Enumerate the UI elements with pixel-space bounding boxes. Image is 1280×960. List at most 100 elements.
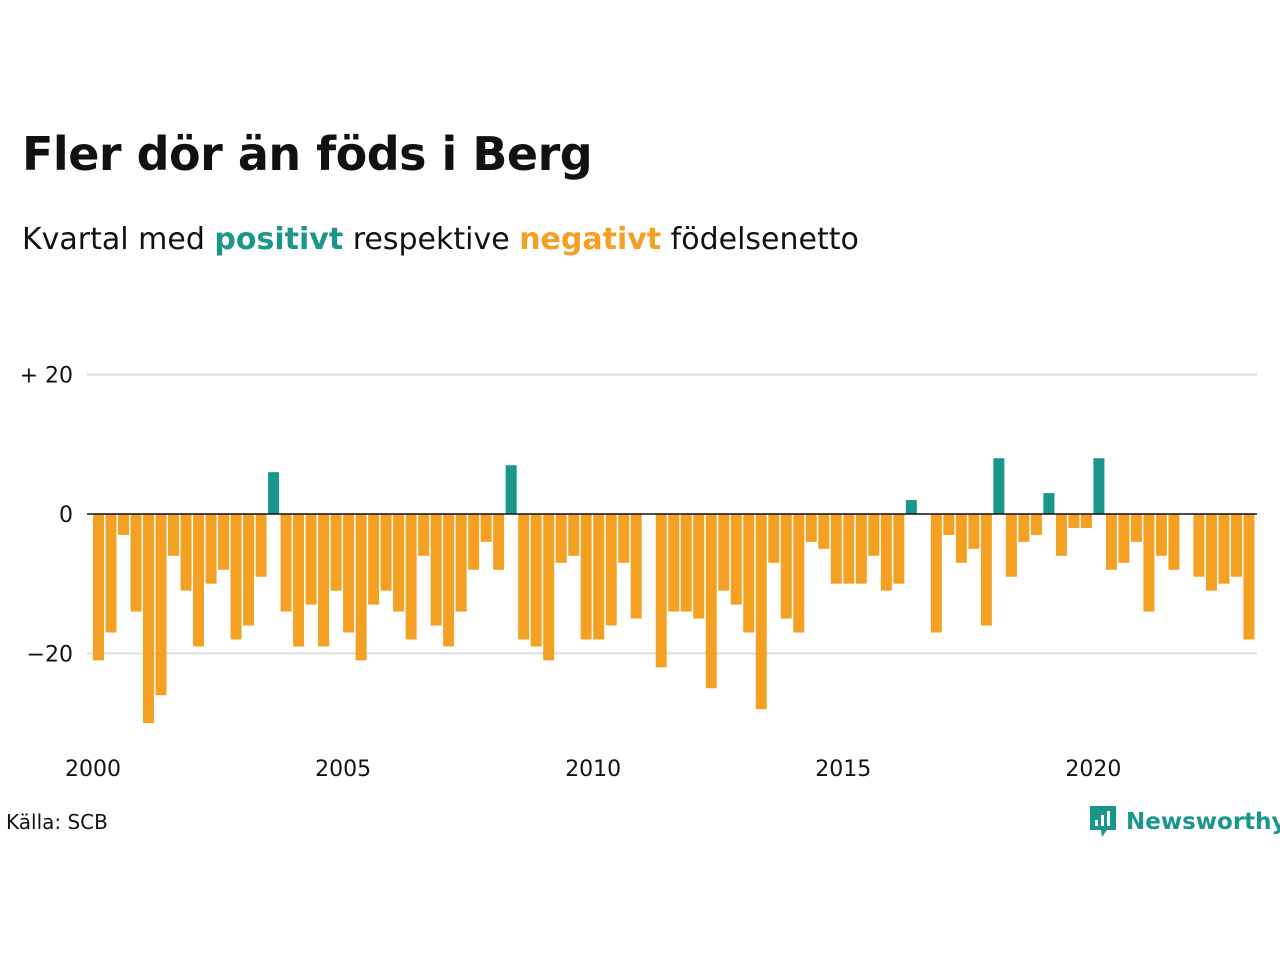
bar-negative: [968, 514, 980, 549]
bar-negative: [855, 514, 867, 584]
bar-negative: [293, 514, 305, 647]
bars: [93, 458, 1255, 724]
source-note: Källa: SCB: [6, 810, 108, 834]
chart-title: Fler dör än föds i Berg: [22, 127, 593, 181]
bar-negative: [118, 514, 130, 535]
y-tick-label: −20: [27, 642, 73, 667]
bar-negative: [1030, 514, 1042, 535]
bar-negative: [93, 514, 104, 661]
bar-negative: [943, 514, 955, 535]
subtitle-text-before: Kvartal med: [22, 222, 215, 257]
bar-negative: [780, 514, 792, 619]
bar-negative: [1205, 514, 1217, 591]
bar-negative: [305, 514, 317, 605]
x-tick-label: 2005: [315, 757, 371, 782]
bar-positive: [268, 472, 280, 514]
bar-negative: [568, 514, 580, 556]
bar-negative: [630, 514, 642, 619]
bar-negative: [130, 514, 142, 612]
subtitle-text-middle: respektive: [343, 222, 520, 257]
bar-negative: [593, 514, 605, 640]
bar-negative: [755, 514, 767, 710]
bar-negative: [218, 514, 230, 570]
bar-negative: [718, 514, 730, 591]
bar-negative: [405, 514, 417, 640]
bar-negative: [330, 514, 342, 591]
bar-negative: [868, 514, 880, 556]
bar-negative: [980, 514, 992, 626]
bar-negative: [1118, 514, 1130, 563]
brand-logo: Newsworthy: [1088, 803, 1280, 841]
x-tick-label: 2010: [565, 757, 621, 782]
bar-negative: [805, 514, 817, 542]
bar-negative: [143, 514, 155, 724]
bar-negative: [843, 514, 855, 584]
bar-negative: [318, 514, 330, 647]
bar-negative: [580, 514, 592, 640]
bar-negative: [668, 514, 680, 612]
bar-negative: [493, 514, 505, 570]
bar-negative: [355, 514, 367, 661]
bar-negative: [168, 514, 180, 556]
bar-negative: [1130, 514, 1142, 542]
bar-negative: [830, 514, 842, 584]
bar-negative: [530, 514, 542, 647]
bar-negative: [743, 514, 755, 633]
bar-negative: [543, 514, 555, 661]
bar-negative: [243, 514, 255, 626]
y-tick-label: 0: [59, 503, 73, 528]
bar-negative: [1018, 514, 1030, 542]
gridlines: [87, 373, 1257, 655]
newsworthy-logo-icon: [1090, 806, 1116, 837]
axes: + 20 0 −20 2000 2005 2010 2015 2020: [20, 364, 1257, 782]
bar-negative: [655, 514, 667, 668]
bar-negative: [1155, 514, 1167, 556]
bar-negative: [705, 514, 717, 689]
bar-negative: [768, 514, 780, 563]
bar-negative: [280, 514, 292, 612]
bar-negative: [793, 514, 805, 633]
bar-negative: [343, 514, 355, 633]
subtitle-negative-keyword: negativt: [519, 222, 662, 257]
x-tick-label: 2020: [1065, 757, 1121, 782]
bar-negative: [680, 514, 692, 612]
bar-negative: [818, 514, 830, 549]
subtitle-text-after: födelsenetto: [661, 222, 859, 257]
bar-negative: [380, 514, 392, 591]
bar-negative: [618, 514, 630, 563]
subtitle-positive-keyword: positivt: [214, 222, 344, 257]
bar-negative: [730, 514, 742, 605]
x-tick-label: 2000: [65, 757, 121, 782]
bar-positive: [1043, 493, 1055, 514]
bar-negative: [1080, 514, 1092, 528]
bar-positive: [993, 458, 1005, 514]
y-tick-label: + 20: [20, 364, 73, 389]
bar-negative: [105, 514, 117, 633]
bar-negative: [255, 514, 267, 577]
bar-negative: [1168, 514, 1180, 570]
bar-positive: [905, 500, 917, 514]
bar-positive: [1093, 458, 1105, 514]
bar-negative: [605, 514, 617, 626]
bar-negative: [1068, 514, 1080, 528]
bar-positive: [505, 465, 517, 514]
bar-negative: [1005, 514, 1017, 577]
bar-negative: [1193, 514, 1205, 577]
bar-negative: [1230, 514, 1242, 577]
bar-negative: [393, 514, 405, 612]
bar-negative: [555, 514, 567, 563]
bar-negative: [1105, 514, 1117, 570]
bar-negative: [180, 514, 192, 591]
bar-negative: [480, 514, 492, 542]
bar-negative: [443, 514, 455, 647]
bar-negative: [155, 514, 167, 696]
bar-negative: [230, 514, 242, 640]
bar-negative: [1055, 514, 1067, 556]
bar-negative: [955, 514, 967, 563]
bar-negative: [368, 514, 380, 605]
bar-negative: [1243, 514, 1255, 640]
bar-negative: [468, 514, 480, 570]
bar-negative: [430, 514, 442, 626]
bar-negative: [893, 514, 905, 584]
